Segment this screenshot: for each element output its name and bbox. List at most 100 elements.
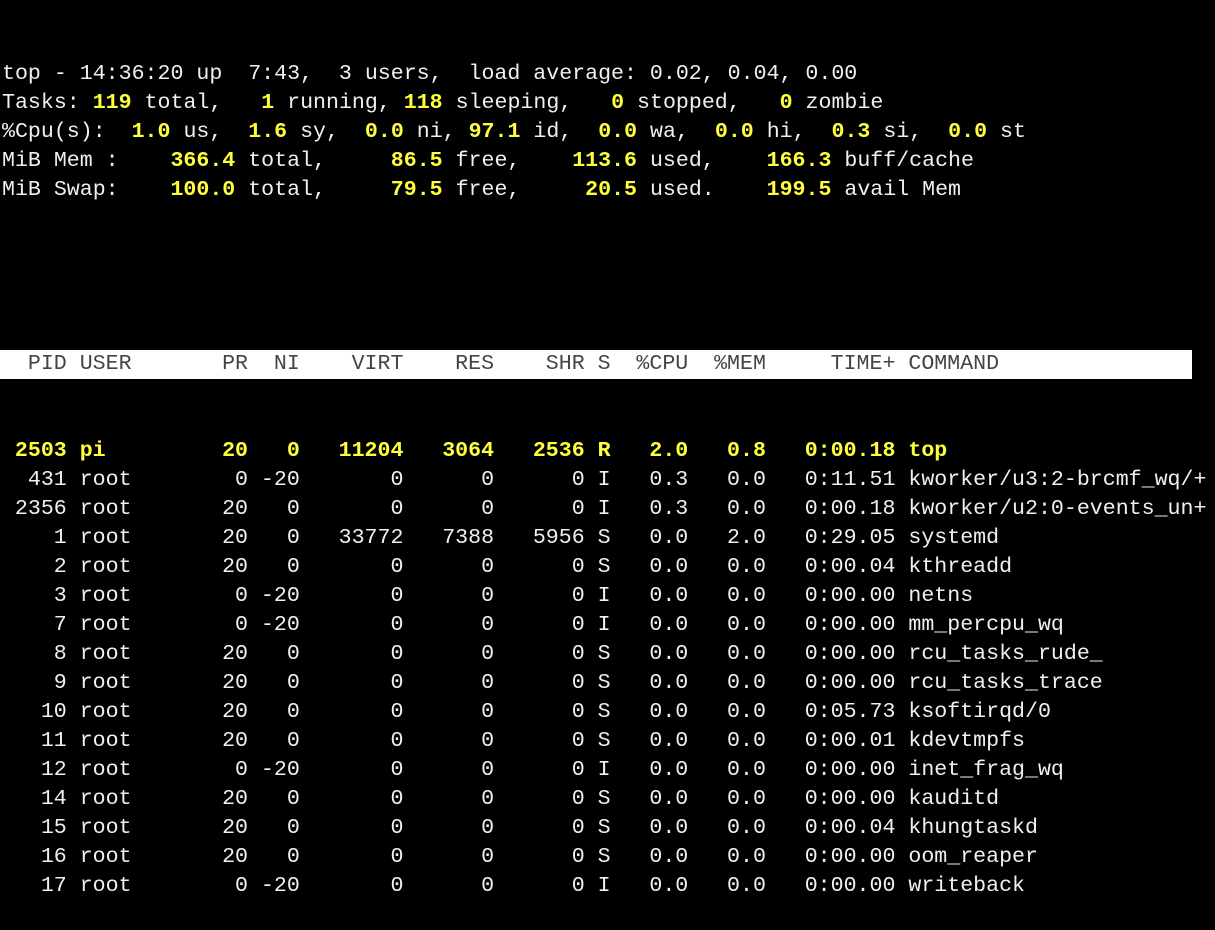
cell-command: mm_percpu_wq [908, 613, 1064, 637]
table-row[interactable]: 14 root 20 0 0 0 0 S 0.0 0.0 0:00.00 kauditd [2, 785, 1215, 814]
cell-mem: 0.0 [727, 497, 766, 521]
summary-value: 0.3 [831, 120, 871, 144]
summary-value: 0.0 [598, 120, 638, 144]
cell-shr: 0 [571, 555, 585, 579]
cell-s: S [597, 642, 611, 666]
cell-user: root [79, 816, 132, 840]
cell-cpu: 0.0 [649, 555, 689, 579]
cell-pid: 1 [53, 526, 67, 550]
cell-pid: 2356 [14, 497, 67, 521]
cell-cpu: %CPU [636, 352, 689, 376]
cell-virt: 0 [390, 468, 404, 492]
cell-mem: 0.0 [727, 584, 766, 608]
cell-mem: 0.0 [727, 729, 766, 753]
cell-s: I [597, 468, 611, 492]
summary-label: ni, [403, 120, 469, 144]
cell-user: root [79, 874, 132, 898]
summary-label: id, [520, 120, 599, 144]
cell-virt: 0 [390, 497, 404, 521]
cell-cpu: 2.0 [649, 439, 689, 463]
cell-pid: 15 [40, 816, 67, 840]
column-header-bar: PID USER PR NI VIRT RES SHR S %CPU %MEM TIME+ COMMA… [0, 350, 1192, 379]
cell-pid: 11 [40, 729, 67, 753]
mem-line: MiB Mem : 366.4 total, 86.5 free, 113.6 … [2, 147, 1215, 176]
table-row[interactable]: 2 root 20 0 0 0 0 S 0.0 0.0 0:00.04 kthreadd [2, 553, 1215, 582]
cell-virt: 0 [390, 758, 404, 782]
cell-time: 0:00.00 [804, 613, 896, 637]
cell-time: 0:29.05 [804, 526, 896, 550]
cell-pid: 14 [40, 787, 67, 811]
cell-cpu: 0.0 [649, 584, 689, 608]
table-row[interactable]: 1 root 20 0 33772 7388 5956 S 0.0 2.0 0:29.05 syste… [2, 524, 1215, 553]
cell-ni: 0 [286, 497, 300, 521]
cell-res: 0 [481, 816, 495, 840]
table-row[interactable]: 3 root 0 -20 0 0 0 I 0.0 0.0 0:00.00 netns [2, 582, 1215, 611]
cell-pr: 20 [222, 787, 249, 811]
summary-value: 366.4 [170, 149, 236, 173]
cell-pr: 20 [222, 526, 249, 550]
summary-label: free, [442, 149, 573, 173]
cell-time: 0:00.04 [804, 555, 896, 579]
cell-mem: %MEM [714, 352, 766, 376]
table-row[interactable]: 10 root 20 0 0 0 0 S 0.0 0.0 0:05.73 ksoftirqd/0 [2, 698, 1215, 727]
cell-pid: 2503 [14, 439, 67, 463]
summary-label: Tasks: [2, 91, 93, 115]
table-row[interactable]: 2503 pi 20 0 11204 3064 2536 R 2.0 0.8 0:00.18 top [2, 437, 1215, 466]
cell-cpu: 0.0 [649, 816, 689, 840]
cell-cpu: 0.0 [649, 671, 689, 695]
table-row[interactable]: 15 root 20 0 0 0 0 S 0.0 0.0 0:00.04 khungtaskd [2, 814, 1215, 843]
cell-virt: 0 [390, 584, 404, 608]
summary-label: %Cpu(s): [2, 120, 132, 144]
cell-virt: 0 [390, 845, 404, 869]
table-row[interactable]: 16 root 20 0 0 0 0 S 0.0 0.0 0:00.00 oom_reaper [2, 843, 1215, 872]
cell-cpu: 0.3 [649, 468, 689, 492]
table-row[interactable]: 431 root 0 -20 0 0 0 I 0.3 0.0 0:11.51 kworker/u3:2… [2, 466, 1215, 495]
table-row[interactable]: 11 root 20 0 0 0 0 S 0.0 0.0 0:00.01 kdevtmpfs [2, 727, 1215, 756]
cell-s: S [597, 555, 611, 579]
cell-mem: 0.0 [727, 758, 766, 782]
cell-command: khungtaskd [908, 816, 1038, 840]
cell-ni: 0 [286, 671, 300, 695]
cell-virt: 0 [390, 642, 404, 666]
table-row[interactable]: 17 root 0 -20 0 0 0 I 0.0 0.0 0:00.00 writeback [2, 872, 1215, 901]
cell-time: 0:00.01 [804, 729, 896, 753]
summary-value: 199.5 [766, 178, 832, 202]
summary-value: 113.6 [572, 149, 638, 173]
cell-pr: 20 [222, 642, 249, 666]
summary-value: 0.0 [364, 120, 404, 144]
cell-ni: 0 [286, 642, 300, 666]
cell-pid: 12 [40, 758, 67, 782]
cell-pr: 20 [222, 497, 249, 521]
summary-value: 0 [611, 91, 625, 115]
cell-user: root [79, 642, 132, 666]
cell-s: S [597, 816, 611, 840]
swap-line: MiB Swap: 100.0 total, 79.5 free, 20.5 u… [2, 176, 1215, 205]
cell-time: 0:00.00 [804, 642, 896, 666]
table-row[interactable]: 12 root 0 -20 0 0 0 I 0.0 0.0 0:00.00 inet_frag_wq [2, 756, 1215, 785]
cell-ni: 0 [286, 555, 300, 579]
cell-res: 0 [481, 729, 495, 753]
cell-res: 0 [481, 497, 495, 521]
table-row[interactable]: 9 root 20 0 0 0 0 S 0.0 0.0 0:00.00 rcu_tasks_trace [2, 669, 1215, 698]
summary-label: total, [235, 149, 391, 173]
cell-time: TIME+ [830, 352, 896, 376]
summary-label: si, [870, 120, 949, 144]
table-row[interactable]: 2356 root 20 0 0 0 0 I 0.3 0.0 0:00.18 kworker/u2:0… [2, 495, 1215, 524]
cell-s: I [597, 758, 611, 782]
blank-line [2, 263, 1215, 292]
cell-time: 0:00.18 [804, 439, 896, 463]
cell-res: RES [455, 352, 495, 376]
cell-cpu: 0.0 [649, 700, 689, 724]
cell-ni: 0 [286, 700, 300, 724]
summary-label: sleeping, [442, 91, 612, 115]
cell-ni: 0 [286, 816, 300, 840]
table-row[interactable]: 7 root 0 -20 0 0 0 I 0.0 0.0 0:00.00 mm_percpu_wq [2, 611, 1215, 640]
cell-pid: 8 [53, 642, 67, 666]
cell-time: 0:00.04 [804, 816, 896, 840]
cell-pid: 16 [40, 845, 67, 869]
cell-virt: VIRT [351, 352, 404, 376]
cell-cpu: 0.0 [649, 845, 689, 869]
cell-cpu: 0.0 [649, 787, 689, 811]
table-row[interactable]: 8 root 20 0 0 0 0 S 0.0 0.0 0:00.00 rcu_tasks_rude_ [2, 640, 1215, 669]
